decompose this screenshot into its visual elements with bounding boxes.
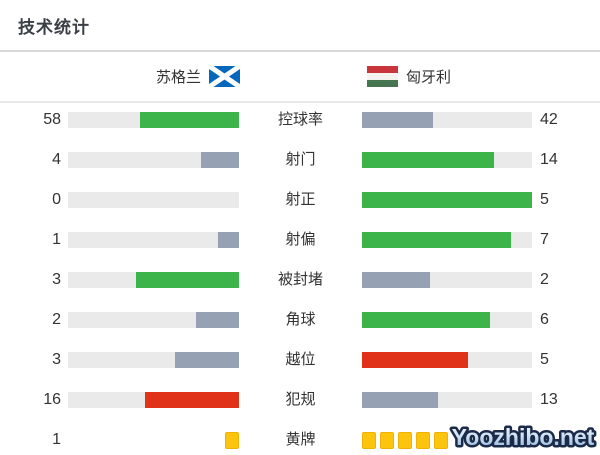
away-bar (362, 192, 532, 208)
away-bar-fill (362, 352, 469, 368)
stat-row: 1 黄牌 5 (0, 420, 600, 455)
away-value: 14 (540, 151, 558, 168)
away-value: 42 (540, 111, 558, 128)
stats-rows: 58 控球率 42 4 射门 14 0 射正 5 1 射偏 7 3 被封堵 2 … (0, 100, 600, 455)
panel-title: 技术统计 (18, 18, 90, 37)
home-bar (68, 152, 239, 168)
home-bar (68, 352, 239, 368)
away-bar-fill (362, 312, 490, 328)
away-bar (362, 352, 532, 368)
header-divider (0, 101, 600, 103)
away-value: 5 (540, 191, 549, 208)
home-value: 0 (52, 191, 61, 208)
team-away-name: 匈牙利 (406, 68, 452, 86)
away-bar (362, 112, 532, 128)
yellow-card-icon (434, 431, 448, 449)
stat-label: 射偏 (285, 231, 316, 248)
team-home-name: 苏格兰 (155, 68, 201, 86)
home-bar (68, 192, 239, 208)
away-bar (362, 272, 532, 288)
stat-label: 越位 (285, 351, 316, 368)
home-bar-fill (201, 152, 239, 168)
away-value: 6 (540, 311, 549, 328)
stat-label: 犯规 (285, 391, 316, 408)
stat-label: 黄牌 (285, 431, 316, 448)
away-bar (362, 420, 532, 455)
away-bar (362, 232, 532, 248)
watermark-text: Yoozhibo.net (452, 424, 595, 450)
away-value: 5 (540, 431, 549, 448)
away-bar-fill (362, 192, 532, 208)
stat-label: 控球率 (277, 111, 323, 128)
away-value: 5 (540, 351, 549, 368)
team-home: 苏格兰 (156, 62, 240, 90)
stat-label: 射门 (285, 151, 316, 168)
away-bar-fill (362, 232, 511, 248)
home-value: 3 (52, 271, 61, 288)
home-bar-fill (136, 272, 239, 288)
home-value: 4 (52, 151, 61, 168)
away-bar (362, 392, 532, 408)
away-value: 13 (540, 391, 558, 408)
home-bar (68, 420, 239, 455)
stat-label: 射正 (285, 191, 316, 208)
stat-row: 1 射偏 7 (0, 220, 600, 260)
stat-row: 4 射门 14 (0, 140, 600, 180)
team-away: 匈牙利 (367, 62, 451, 90)
yellow-card-icon (362, 431, 376, 449)
home-value: 1 (52, 231, 61, 248)
stat-label: 被封堵 (277, 271, 323, 288)
home-value: 2 (52, 311, 61, 328)
stat-row: 0 射正 5 (0, 180, 600, 220)
home-value: 3 (52, 351, 61, 368)
yellow-card-icon (380, 431, 394, 449)
stat-row: 3 被封堵 2 (0, 260, 600, 300)
away-bar-fill (362, 152, 495, 168)
hungary-flag-icon (367, 65, 398, 87)
home-bar (68, 112, 239, 128)
stat-row: 2 角球 6 (0, 300, 600, 340)
home-bar (68, 272, 239, 288)
teams-header: 苏格兰 匈牙利 (0, 62, 600, 90)
away-value: 7 (540, 231, 549, 248)
watermark: Yoozhibo.net (447, 420, 600, 453)
away-value: 2 (540, 271, 549, 288)
stat-row: 16 犯规 13 (0, 380, 600, 420)
scotland-flag-icon (209, 65, 240, 87)
away-bar (362, 312, 532, 328)
yellow-card-icon (416, 431, 430, 449)
home-bar-fill (196, 312, 239, 328)
yellow-card-icon (225, 431, 239, 449)
away-bar (362, 152, 532, 168)
home-bar-fill (144, 392, 239, 408)
home-value: 58 (43, 111, 61, 128)
home-value: 1 (52, 431, 61, 448)
title-divider (0, 50, 600, 52)
stat-label: 角球 (285, 311, 316, 328)
home-bar (68, 392, 239, 408)
home-bar-fill (217, 232, 239, 248)
away-bar-fill (362, 112, 434, 128)
home-value: 16 (43, 391, 61, 408)
home-bar (68, 232, 239, 248)
home-bar (68, 312, 239, 328)
home-bar-fill (174, 352, 239, 368)
away-bar-fill (362, 392, 439, 408)
stat-row: 3 越位 5 (0, 340, 600, 380)
stat-row: 58 控球率 42 (0, 100, 600, 140)
yellow-card-icon (398, 431, 412, 449)
away-bar-fill (362, 272, 430, 288)
home-bar-fill (139, 112, 239, 128)
